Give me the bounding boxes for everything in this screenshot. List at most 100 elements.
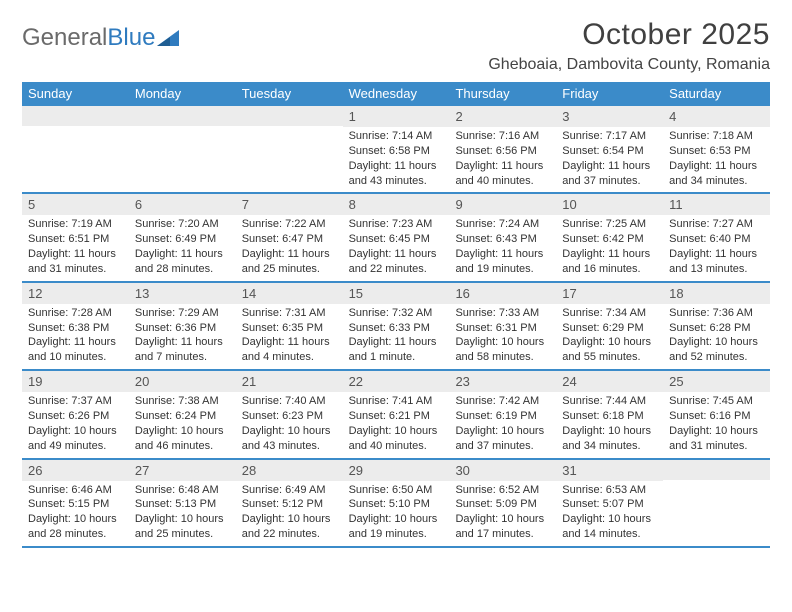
- daylight-text: Daylight: 10 hours and 40 minutes.: [349, 424, 444, 454]
- day-details: Sunrise: 7:16 AMSunset: 6:56 PMDaylight:…: [449, 127, 556, 192]
- calendar-day-cell: 19Sunrise: 7:37 AMSunset: 6:26 PMDayligh…: [22, 371, 129, 457]
- day-number: 22: [343, 371, 450, 392]
- calendar-day-cell: 23Sunrise: 7:42 AMSunset: 6:19 PMDayligh…: [449, 371, 556, 457]
- calendar-day-cell: 5Sunrise: 7:19 AMSunset: 6:51 PMDaylight…: [22, 194, 129, 280]
- day-number: 28: [236, 460, 343, 481]
- day-details: Sunrise: 7:31 AMSunset: 6:35 PMDaylight:…: [236, 304, 343, 369]
- sunrise-text: Sunrise: 7:16 AM: [455, 129, 550, 144]
- calendar-day-cell: 4Sunrise: 7:18 AMSunset: 6:53 PMDaylight…: [663, 106, 770, 192]
- calendar-day-cell: 28Sunrise: 6:49 AMSunset: 5:12 PMDayligh…: [236, 460, 343, 546]
- daylight-text: Daylight: 10 hours and 17 minutes.: [455, 512, 550, 542]
- day-number: [663, 460, 770, 480]
- sunset-text: Sunset: 6:45 PM: [349, 232, 444, 247]
- daylight-text: Daylight: 11 hours and 19 minutes.: [455, 247, 550, 277]
- calendar-day-cell: 15Sunrise: 7:32 AMSunset: 6:33 PMDayligh…: [343, 283, 450, 369]
- sunset-text: Sunset: 6:56 PM: [455, 144, 550, 159]
- sunrise-text: Sunrise: 6:52 AM: [455, 483, 550, 498]
- sunrise-text: Sunrise: 7:20 AM: [135, 217, 230, 232]
- day-details: Sunrise: 7:19 AMSunset: 6:51 PMDaylight:…: [22, 215, 129, 280]
- day-details: Sunrise: 7:24 AMSunset: 6:43 PMDaylight:…: [449, 215, 556, 280]
- daylight-text: Daylight: 11 hours and 1 minute.: [349, 335, 444, 365]
- sunset-text: Sunset: 6:21 PM: [349, 409, 444, 424]
- day-details: Sunrise: 7:40 AMSunset: 6:23 PMDaylight:…: [236, 392, 343, 457]
- location-subtitle: Gheboaia, Dambovita County, Romania: [488, 56, 770, 74]
- calendar-day-cell: 1Sunrise: 7:14 AMSunset: 6:58 PMDaylight…: [343, 106, 450, 192]
- daylight-text: Daylight: 10 hours and 58 minutes.: [455, 335, 550, 365]
- sunset-text: Sunset: 6:18 PM: [562, 409, 657, 424]
- daylight-text: Daylight: 10 hours and 22 minutes.: [242, 512, 337, 542]
- day-number: 12: [22, 283, 129, 304]
- daylight-text: Daylight: 10 hours and 25 minutes.: [135, 512, 230, 542]
- sunset-text: Sunset: 5:10 PM: [349, 497, 444, 512]
- brand-logo: GeneralBlue: [22, 18, 179, 52]
- calendar-day-cell: 16Sunrise: 7:33 AMSunset: 6:31 PMDayligh…: [449, 283, 556, 369]
- daylight-text: Daylight: 11 hours and 37 minutes.: [562, 159, 657, 189]
- day-details: Sunrise: 7:38 AMSunset: 6:24 PMDaylight:…: [129, 392, 236, 457]
- day-details: Sunrise: 7:37 AMSunset: 6:26 PMDaylight:…: [22, 392, 129, 457]
- day-number: 1: [343, 106, 450, 127]
- day-number: 14: [236, 283, 343, 304]
- sunset-text: Sunset: 6:23 PM: [242, 409, 337, 424]
- day-number: 4: [663, 106, 770, 127]
- sunset-text: Sunset: 6:24 PM: [135, 409, 230, 424]
- day-number: 9: [449, 194, 556, 215]
- sunset-text: Sunset: 6:16 PM: [669, 409, 764, 424]
- calendar-day-cell: 22Sunrise: 7:41 AMSunset: 6:21 PMDayligh…: [343, 371, 450, 457]
- sunset-text: Sunset: 6:26 PM: [28, 409, 123, 424]
- sunrise-text: Sunrise: 6:48 AM: [135, 483, 230, 498]
- day-details: Sunrise: 6:52 AMSunset: 5:09 PMDaylight:…: [449, 481, 556, 546]
- daylight-text: Daylight: 10 hours and 19 minutes.: [349, 512, 444, 542]
- calendar-week-row: 26Sunrise: 6:46 AMSunset: 5:15 PMDayligh…: [22, 460, 770, 548]
- weekday-header: Wednesday: [343, 82, 450, 106]
- day-number: 25: [663, 371, 770, 392]
- daylight-text: Daylight: 11 hours and 43 minutes.: [349, 159, 444, 189]
- day-details: Sunrise: 7:20 AMSunset: 6:49 PMDaylight:…: [129, 215, 236, 280]
- sunrise-text: Sunrise: 7:25 AM: [562, 217, 657, 232]
- day-number: [22, 106, 129, 126]
- day-number: [236, 106, 343, 126]
- calendar-day-cell: 31Sunrise: 6:53 AMSunset: 5:07 PMDayligh…: [556, 460, 663, 546]
- sunset-text: Sunset: 5:15 PM: [28, 497, 123, 512]
- day-number: 5: [22, 194, 129, 215]
- calendar-day-cell: 24Sunrise: 7:44 AMSunset: 6:18 PMDayligh…: [556, 371, 663, 457]
- day-details: Sunrise: 7:33 AMSunset: 6:31 PMDaylight:…: [449, 304, 556, 369]
- weekday-header: Tuesday: [236, 82, 343, 106]
- day-number: 8: [343, 194, 450, 215]
- day-number: 6: [129, 194, 236, 215]
- day-number: 20: [129, 371, 236, 392]
- daylight-text: Daylight: 10 hours and 34 minutes.: [562, 424, 657, 454]
- calendar-day-cell: 8Sunrise: 7:23 AMSunset: 6:45 PMDaylight…: [343, 194, 450, 280]
- weekday-header: Sunday: [22, 82, 129, 106]
- day-details: Sunrise: 7:42 AMSunset: 6:19 PMDaylight:…: [449, 392, 556, 457]
- month-title: October 2025: [488, 18, 770, 52]
- calendar-day-cell: 18Sunrise: 7:36 AMSunset: 6:28 PMDayligh…: [663, 283, 770, 369]
- day-details: Sunrise: 7:45 AMSunset: 6:16 PMDaylight:…: [663, 392, 770, 457]
- sunset-text: Sunset: 6:43 PM: [455, 232, 550, 247]
- calendar-week-row: 5Sunrise: 7:19 AMSunset: 6:51 PMDaylight…: [22, 194, 770, 282]
- day-number: 19: [22, 371, 129, 392]
- sunset-text: Sunset: 6:36 PM: [135, 321, 230, 336]
- sunrise-text: Sunrise: 7:34 AM: [562, 306, 657, 321]
- calendar-day-cell: 14Sunrise: 7:31 AMSunset: 6:35 PMDayligh…: [236, 283, 343, 369]
- day-number: 30: [449, 460, 556, 481]
- sunrise-text: Sunrise: 7:32 AM: [349, 306, 444, 321]
- sunset-text: Sunset: 6:42 PM: [562, 232, 657, 247]
- calendar-day-cell: 29Sunrise: 6:50 AMSunset: 5:10 PMDayligh…: [343, 460, 450, 546]
- weekday-header-row: Sunday Monday Tuesday Wednesday Thursday…: [22, 82, 770, 106]
- sunrise-text: Sunrise: 7:27 AM: [669, 217, 764, 232]
- daylight-text: Daylight: 11 hours and 22 minutes.: [349, 247, 444, 277]
- calendar-week-row: 19Sunrise: 7:37 AMSunset: 6:26 PMDayligh…: [22, 371, 770, 459]
- sunrise-text: Sunrise: 7:44 AM: [562, 394, 657, 409]
- day-number: 11: [663, 194, 770, 215]
- calendar-day-cell: 26Sunrise: 6:46 AMSunset: 5:15 PMDayligh…: [22, 460, 129, 546]
- daylight-text: Daylight: 11 hours and 34 minutes.: [669, 159, 764, 189]
- daylight-text: Daylight: 11 hours and 31 minutes.: [28, 247, 123, 277]
- sunset-text: Sunset: 6:19 PM: [455, 409, 550, 424]
- calendar-day-cell: 17Sunrise: 7:34 AMSunset: 6:29 PMDayligh…: [556, 283, 663, 369]
- day-number: 29: [343, 460, 450, 481]
- day-number: 15: [343, 283, 450, 304]
- calendar-day-cell: [129, 106, 236, 192]
- day-number: 17: [556, 283, 663, 304]
- calendar-day-cell: 10Sunrise: 7:25 AMSunset: 6:42 PMDayligh…: [556, 194, 663, 280]
- sunrise-text: Sunrise: 7:38 AM: [135, 394, 230, 409]
